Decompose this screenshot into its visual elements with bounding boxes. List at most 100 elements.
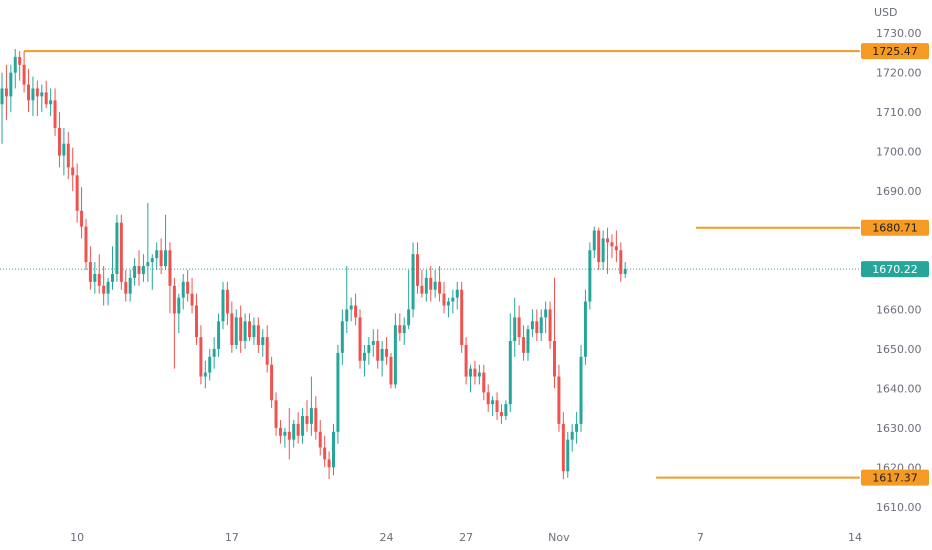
candle-body <box>278 427 282 436</box>
candle-body <box>336 352 340 432</box>
candle-body <box>433 281 437 290</box>
level-lines: 1725.47 1680.71 1617.37 1670.22 <box>0 43 929 486</box>
level-badge <box>861 219 929 236</box>
candle-body <box>495 400 499 413</box>
x-tick-label: 7 <box>697 531 704 544</box>
candle-body <box>159 250 163 267</box>
candle-body <box>230 313 234 345</box>
y-tick-label: 1720.00 <box>876 67 922 80</box>
x-tick-label: 14 <box>848 531 862 544</box>
candle-body <box>287 431 291 440</box>
candle-body <box>53 100 57 128</box>
candle-body <box>438 281 442 294</box>
candle-body <box>424 277 428 294</box>
candle-body <box>31 88 35 101</box>
candle-body <box>296 423 300 436</box>
candle-body <box>314 408 318 432</box>
candle-body <box>181 281 185 298</box>
candle-body <box>402 325 406 334</box>
candle-body <box>570 431 574 440</box>
candle-body <box>252 325 256 338</box>
candle-body <box>305 416 309 424</box>
candle-body <box>49 100 53 105</box>
candle-body <box>18 56 22 65</box>
candle-body <box>601 238 605 263</box>
candle-body <box>40 92 44 97</box>
candle-body <box>371 341 375 345</box>
candle-body <box>119 222 123 282</box>
candle-body <box>473 368 477 377</box>
candle-body <box>332 431 335 468</box>
candle-body <box>464 344 468 377</box>
candle-body <box>292 423 296 440</box>
candle-body <box>80 210 84 227</box>
x-tick-label: 27 <box>459 531 473 544</box>
candle-body <box>610 242 614 247</box>
candle-body <box>588 250 592 302</box>
candle-body <box>393 325 397 385</box>
candle-body <box>517 317 521 338</box>
candle-body <box>199 337 203 377</box>
y-tick-label: 1690.00 <box>876 185 922 198</box>
level-badge <box>861 469 929 486</box>
candle-body <box>168 250 172 286</box>
y-tick-label: 1650.00 <box>876 343 922 356</box>
candle-body <box>455 289 459 298</box>
candle-body <box>548 309 552 342</box>
candle-body <box>513 317 517 342</box>
candle-body <box>614 246 618 251</box>
candle-body <box>583 301 587 357</box>
candle-body <box>57 127 61 156</box>
candle-body <box>508 341 512 405</box>
candle-body <box>411 254 415 310</box>
candle-body <box>71 167 75 176</box>
candle-body <box>137 266 141 274</box>
candle-body <box>4 88 8 97</box>
candle-body <box>544 309 548 318</box>
candle-body <box>301 416 305 436</box>
candle-body <box>526 329 530 353</box>
candle-body <box>354 305 358 318</box>
candle-body <box>407 309 411 326</box>
candle-body <box>477 372 481 377</box>
candle-body <box>88 262 92 282</box>
candle-body <box>446 301 450 306</box>
x-tick-label: 17 <box>225 531 239 544</box>
candle-body <box>309 408 313 424</box>
last-price-label: 1670.22 <box>872 263 918 276</box>
x-tick-label: 10 <box>70 531 84 544</box>
candle-body <box>376 341 380 361</box>
candle-body <box>367 344 371 353</box>
candle-body <box>380 348 384 361</box>
candle-body <box>133 266 137 278</box>
candle-body <box>141 266 145 274</box>
candle-body <box>619 250 623 274</box>
candle-body <box>177 297 181 314</box>
candle-body <box>111 273 114 282</box>
candle-body <box>164 250 168 267</box>
candle-body <box>84 226 88 263</box>
candle-body <box>270 364 274 401</box>
level-badge-label: 1680.71 <box>872 222 918 235</box>
candle-body <box>482 372 486 393</box>
candle-body <box>429 277 433 290</box>
candle-body <box>362 352 366 361</box>
candle-body <box>234 317 238 345</box>
x-axis[interactable]: 10 17 24 27 Nov 7 14 <box>70 531 862 544</box>
candle-body <box>469 368 473 377</box>
candle-body <box>0 88 4 105</box>
candle-body <box>9 72 13 97</box>
candle-body <box>349 305 353 310</box>
candle-body <box>194 305 198 338</box>
candle-body <box>239 317 243 342</box>
candles <box>0 49 627 480</box>
x-tick-label: 24 <box>380 531 394 544</box>
candle-body <box>13 56 17 73</box>
candle-body <box>217 321 221 349</box>
candle-body <box>261 337 265 345</box>
candle-body <box>345 309 349 322</box>
y-tick-label: 1630.00 <box>876 422 922 435</box>
candle-body <box>579 356 583 424</box>
candle-body <box>398 325 402 334</box>
